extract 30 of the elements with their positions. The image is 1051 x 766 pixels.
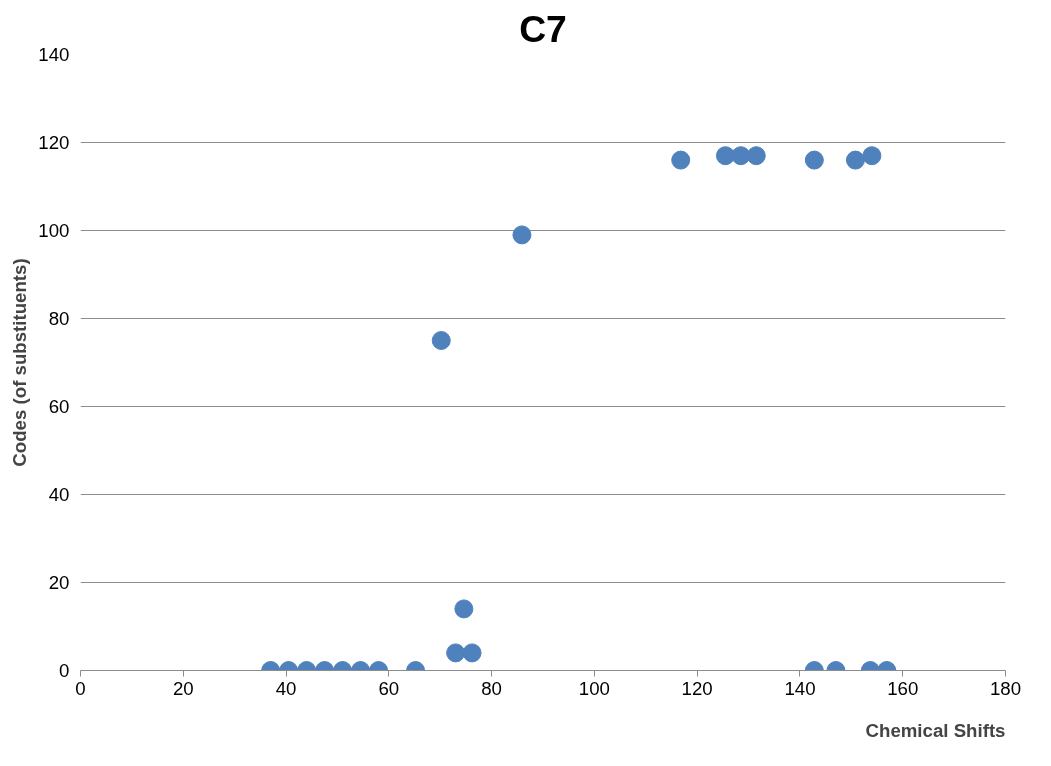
y-tick-label: 40 bbox=[48, 484, 70, 505]
point bbox=[671, 150, 691, 170]
point bbox=[731, 146, 751, 166]
x-tick-label: 180 bbox=[989, 677, 1022, 699]
x-tick-label: 80 bbox=[481, 677, 502, 699]
y-tick-label: 0 bbox=[59, 660, 70, 681]
x-tick-label: 60 bbox=[378, 677, 400, 699]
point bbox=[431, 331, 451, 350]
x-tick-label: 40 bbox=[275, 677, 297, 699]
y-tick-label: 120 bbox=[38, 132, 70, 153]
y-tick-label: 80 bbox=[48, 308, 70, 329]
y-tick-label: 60 bbox=[48, 396, 70, 417]
y-tick-label: 100 bbox=[38, 220, 70, 241]
x-tick-label: 20 bbox=[172, 677, 194, 699]
chart-title: C7 bbox=[519, 7, 567, 50]
point bbox=[746, 146, 766, 166]
point bbox=[512, 225, 532, 245]
y-tick-label: 20 bbox=[48, 572, 70, 593]
point bbox=[804, 150, 824, 170]
y-axis-title: Codes (of substituents) bbox=[9, 258, 31, 467]
point bbox=[715, 146, 735, 166]
point bbox=[862, 146, 882, 166]
x-tick-label: 120 bbox=[681, 677, 713, 699]
x-tick-label: 140 bbox=[784, 677, 816, 699]
point bbox=[845, 150, 865, 170]
x-axis-title: Chemical Shifts bbox=[865, 719, 1006, 741]
x-tick-label: 0 bbox=[75, 677, 86, 699]
x-tick-label: 160 bbox=[887, 677, 919, 699]
y-tick-label: 140 bbox=[38, 44, 70, 65]
x-tick-label: 100 bbox=[578, 677, 610, 699]
